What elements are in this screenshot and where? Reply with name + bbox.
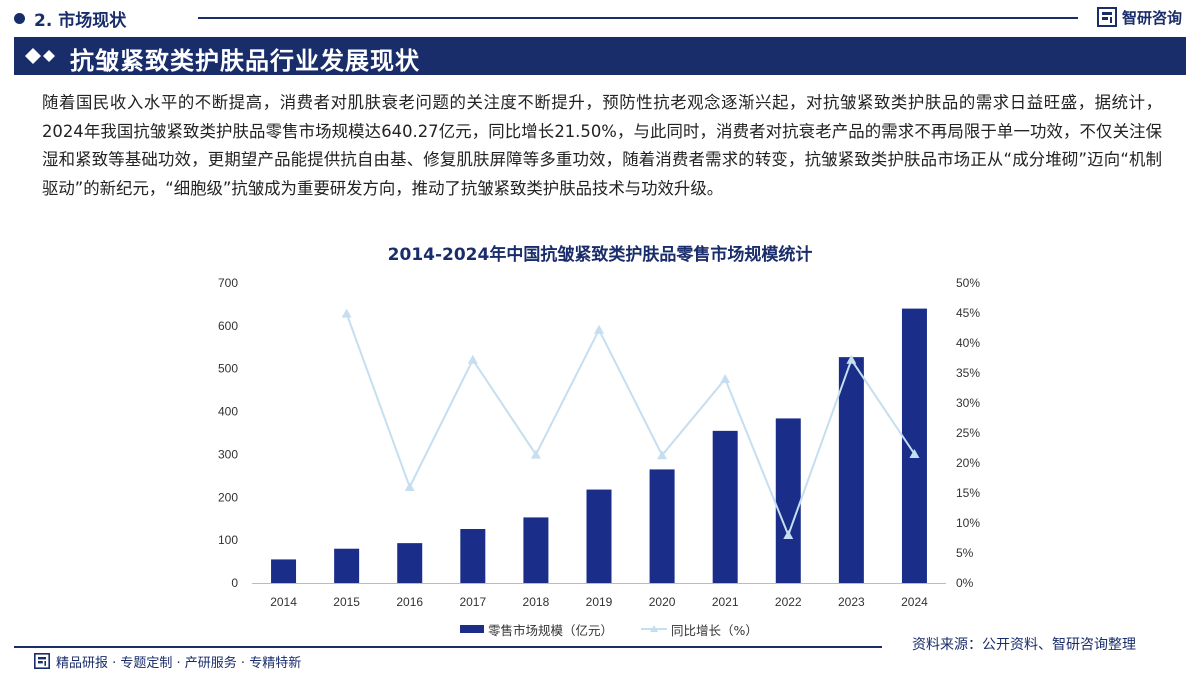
- bar: [334, 548, 360, 583]
- x-tick-label: 2022: [775, 595, 802, 609]
- bar: [775, 418, 801, 583]
- growth-point: [720, 374, 731, 383]
- top-bar: 2. 市场现状 智研咨询: [0, 0, 1200, 36]
- growth-point: [594, 324, 604, 334]
- y-left-tick-label: 700: [218, 276, 238, 290]
- y-right-tick-label: 0%: [956, 576, 974, 590]
- bar: [523, 517, 549, 583]
- section-bullet-icon: [14, 13, 25, 24]
- footer-logo-icon: [34, 653, 50, 669]
- footer-tagline: 精品研报 · 专题定制 · 产研服务 · 专精特新: [34, 651, 301, 671]
- growth-point: [909, 449, 920, 458]
- title-banner: 抗皱紧致类护肤品行业发展现状: [14, 37, 1186, 75]
- y-right-tick-label: 50%: [956, 276, 980, 290]
- source-note: 资料来源：公开资料、智研咨询整理: [912, 637, 1136, 653]
- y-right-tick-label: 10%: [956, 516, 980, 530]
- legend-line-label: 同比增长（%）: [671, 622, 758, 638]
- header-divider: [198, 17, 1078, 19]
- growth-point: [530, 449, 541, 459]
- logo: 智研咨询: [1097, 6, 1182, 28]
- chart-title: 2014-2024年中国抗皱紧致类护肤品零售市场规模统计: [387, 245, 813, 265]
- y-right-tick-label: 45%: [956, 306, 980, 320]
- bar: [649, 469, 675, 583]
- x-tick-label: 2024: [901, 595, 928, 609]
- chart-legend: 零售市场规模（亿元） 同比增长（%）: [460, 620, 758, 638]
- y-left-tick-label: 300: [218, 447, 238, 461]
- x-tick-label: 2019: [586, 595, 613, 609]
- legend-bar-label: 零售市场规模（亿元）: [488, 622, 614, 638]
- footer-tagline-text: 精品研报 · 专题定制 · 产研服务 · 专精特新: [56, 655, 302, 671]
- footer-divider: [14, 646, 882, 648]
- logo-mark-icon: [1097, 7, 1117, 27]
- y-left-tick-label: 0: [231, 576, 238, 590]
- y-left-tick-label: 100: [218, 533, 238, 547]
- bar: [586, 489, 612, 583]
- x-tick-label: 2020: [649, 595, 676, 609]
- x-tick-label: 2017: [459, 595, 486, 609]
- bar: [712, 430, 738, 583]
- y-right-tick-label: 15%: [956, 486, 980, 500]
- y-right-tick-label: 40%: [956, 336, 980, 350]
- bar: [397, 543, 423, 583]
- legend-line-swatch: [641, 625, 668, 632]
- x-tick-label: 2016: [396, 595, 423, 609]
- y-left-tick-label: 600: [218, 319, 238, 333]
- bar: [838, 357, 864, 583]
- growth-point: [846, 354, 857, 364]
- growth-point: [657, 450, 668, 460]
- growth-point: [341, 308, 352, 318]
- bar: [271, 559, 297, 583]
- x-tick-label: 2023: [838, 595, 865, 609]
- y-right-tick-label: 5%: [956, 546, 974, 560]
- double-diamond-icon: [25, 48, 55, 64]
- bar: [460, 529, 486, 583]
- logo-text: 智研咨询: [1122, 8, 1183, 27]
- growth-point: [404, 482, 415, 491]
- growth-line: [345, 313, 916, 536]
- y-right-tick-label: 30%: [956, 396, 980, 410]
- x-tick-label: 2014: [270, 595, 297, 609]
- y-left-tick-label: 200: [218, 490, 238, 504]
- y-right-tick-label: 35%: [956, 366, 980, 380]
- x-tick-label: 2021: [712, 595, 739, 609]
- y-left-tick-label: 400: [218, 405, 238, 419]
- legend-bar-swatch: [460, 625, 484, 633]
- x-tick-label: 2015: [333, 595, 360, 609]
- bar: [901, 308, 927, 583]
- y-left-tick-label: 500: [218, 362, 238, 376]
- growth-point: [467, 354, 478, 364]
- page-title: 抗皱紧致类护肤品行业发展现状: [70, 47, 420, 75]
- y-right-tick-label: 20%: [956, 456, 980, 470]
- growth-point: [783, 530, 794, 539]
- y-right-tick-label: 25%: [956, 426, 980, 440]
- body-paragraph: 随着国民收入水平的不断提高，消费者对肌肤衰老问题的关注度不断提升，预防性抗老观念…: [42, 93, 1162, 198]
- x-tick-label: 2018: [523, 595, 550, 609]
- section-title: 2. 市场现状: [34, 11, 127, 31]
